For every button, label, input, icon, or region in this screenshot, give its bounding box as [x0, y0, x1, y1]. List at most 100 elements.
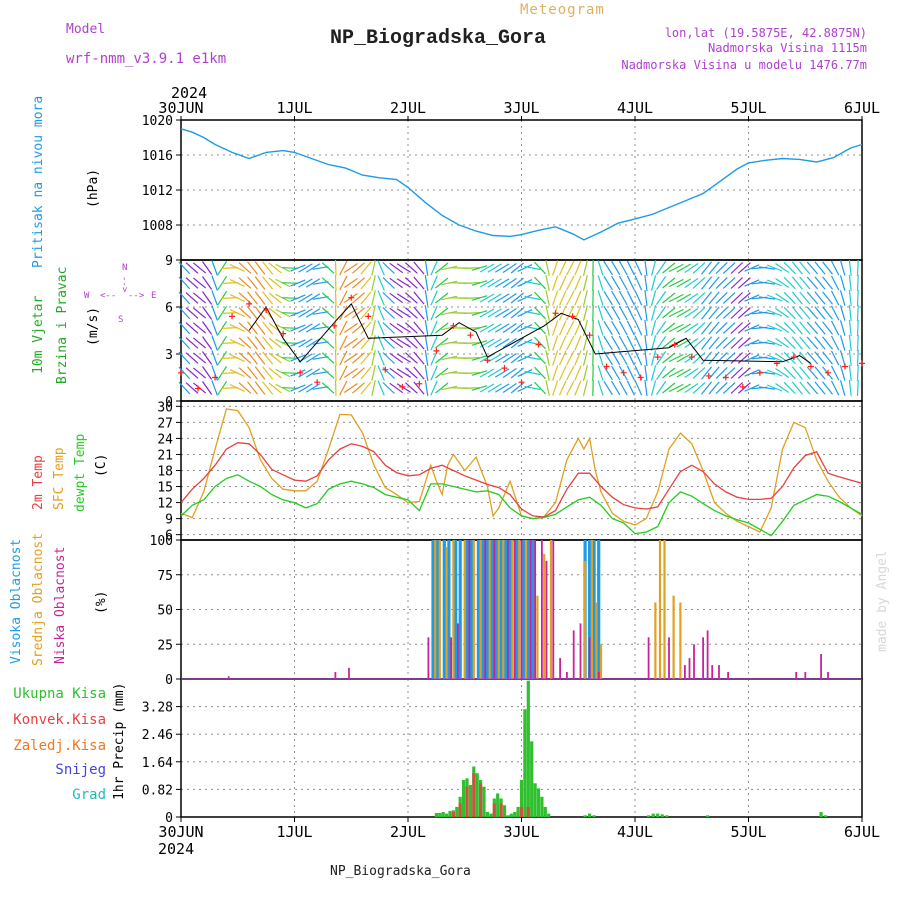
y-tick-label: 1.64	[142, 756, 173, 771]
precip-bar-total	[435, 813, 438, 817]
wind-barb	[575, 351, 581, 366]
cloud-bar-low	[507, 540, 509, 679]
wind-barb	[560, 276, 567, 291]
wind-ylabel: 10m Vjetar	[31, 296, 46, 374]
wind-barb	[575, 381, 581, 396]
dewpoint-line	[181, 475, 862, 536]
wind-barb	[336, 320, 337, 336]
wind-barb	[503, 369, 516, 378]
wind-barb	[598, 350, 603, 365]
cloud-bar-mid	[434, 540, 436, 679]
cloud-bar-mid	[595, 603, 597, 680]
wind-barb	[619, 276, 627, 290]
temp-ylabel3: dewpt Temp	[73, 434, 88, 512]
legend-conv-precip: Konvek.Kisa	[13, 712, 106, 728]
wind-speed-marker	[536, 342, 542, 348]
cloud-bar-high	[486, 540, 489, 679]
wind-speed-marker	[433, 348, 439, 354]
wind-barb	[495, 324, 509, 332]
wind-barb	[503, 294, 516, 303]
wind-barb	[584, 260, 588, 276]
cloud-bar-low	[718, 665, 720, 679]
wind-barb	[383, 263, 395, 274]
temp-ylabel2: SFC Temp	[52, 447, 67, 510]
wind-barb	[652, 320, 656, 335]
precip-bar-conv	[472, 773, 475, 817]
cloud-bar-mid	[480, 540, 482, 679]
wind-barb	[203, 322, 212, 335]
wind-barb	[598, 365, 603, 380]
wind-barb	[535, 367, 546, 379]
wind-barb	[525, 297, 541, 300]
cloud-bar-low	[727, 672, 729, 679]
cloud-bar-low	[534, 540, 536, 679]
wind-barb	[677, 264, 691, 272]
wind-barb	[663, 323, 675, 333]
wind-barb	[511, 278, 523, 288]
wind-barb	[525, 372, 541, 375]
wind-barb	[619, 351, 627, 365]
wind-barb	[652, 290, 656, 305]
wind-barb	[525, 387, 541, 390]
wind-barb	[612, 276, 620, 290]
wind-barb	[635, 381, 642, 396]
cloud-bar-high	[495, 540, 498, 679]
elevation-text: Nadmorska Visina 1115m	[708, 41, 867, 55]
precip-bar-conv	[459, 804, 462, 818]
wind-barb	[832, 261, 839, 275]
wind-barb	[645, 380, 647, 396]
wind-barb	[525, 267, 541, 270]
wind-barb	[383, 383, 395, 394]
cloud-bar-mid	[663, 540, 665, 679]
wind-barb	[832, 366, 839, 380]
cloud-bar-high	[509, 540, 512, 679]
wind-barb	[525, 312, 541, 315]
cloud-bar-low	[541, 540, 543, 679]
wind-barb	[336, 260, 337, 276]
wind-barb	[372, 305, 376, 321]
wind-barb	[263, 382, 273, 394]
legend-snow: Snijeg	[55, 762, 106, 778]
cloud-bar-mid	[452, 540, 454, 679]
wind-barb	[841, 320, 845, 335]
wind-barb	[858, 290, 859, 306]
cloud-bar-low	[348, 668, 350, 679]
precip-bar-total	[534, 783, 537, 817]
x-tick-label-bottom: 2JUL	[390, 823, 426, 841]
wind-barb	[435, 263, 448, 273]
wind-barb	[858, 320, 859, 336]
precip-bar-total	[486, 812, 489, 817]
wind-barb	[488, 279, 502, 287]
wind-barb	[372, 275, 376, 291]
wind-ylabel2: Brzina i Pravac	[55, 267, 70, 384]
x-tick-label-bottom: 6JUL	[844, 823, 880, 841]
y-tick-label: 1008	[142, 219, 173, 234]
wind-barb	[535, 337, 546, 349]
y-tick-label: 100	[150, 534, 173, 549]
temp-unit: (C)	[94, 454, 109, 477]
wind-barb	[619, 321, 627, 335]
x-tick-label-bottom: 1JUL	[276, 823, 312, 841]
precip-bar-total	[537, 788, 540, 817]
compass-arrow-e: -->	[128, 291, 145, 301]
wind-barb	[263, 292, 273, 304]
wind-barb	[553, 380, 558, 395]
wind-barb	[677, 369, 691, 377]
wind-barb	[849, 290, 851, 306]
wind-barb	[553, 275, 558, 290]
wind-barb	[511, 308, 523, 318]
wind-barb	[598, 260, 603, 275]
wind-speed-marker	[638, 375, 644, 381]
cloud-bar-low	[573, 630, 575, 679]
wind-speed-marker	[604, 364, 610, 370]
cloud-bar-mid	[525, 540, 527, 679]
wind-barb	[425, 350, 428, 366]
wind-barb	[340, 336, 347, 350]
wind-barb	[627, 336, 634, 350]
wind-barb	[663, 293, 675, 303]
wind-barb	[435, 338, 448, 348]
wind-barb	[584, 380, 588, 396]
wind-barb	[212, 336, 218, 351]
wind-barb	[535, 382, 546, 394]
wind-barb	[435, 293, 448, 303]
